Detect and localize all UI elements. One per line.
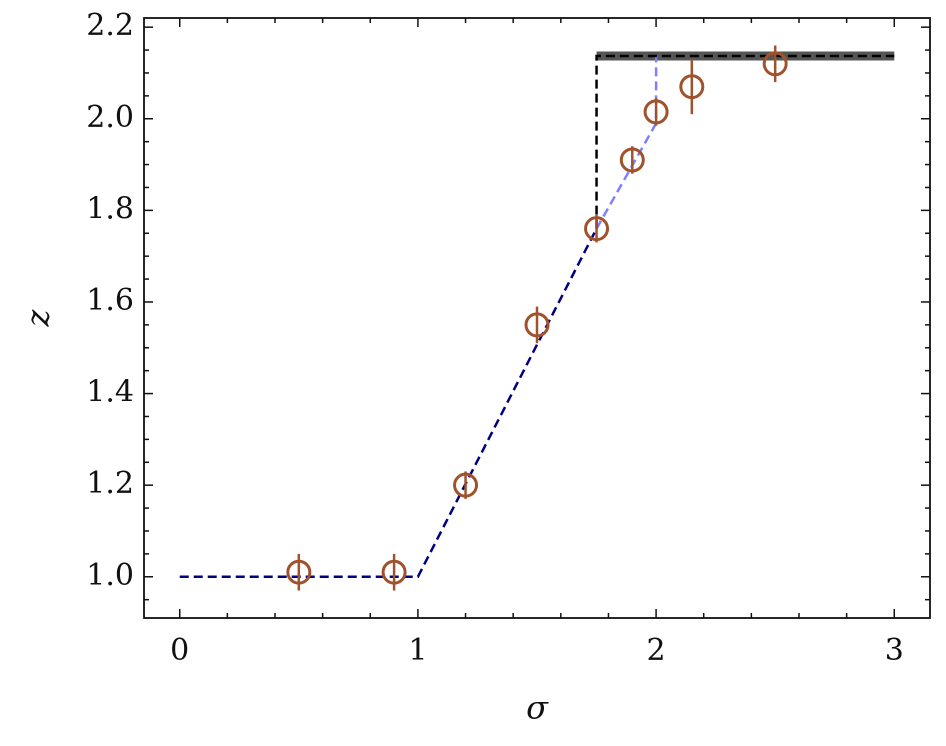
y-tick-label: 2.2 — [86, 8, 134, 43]
y-tick-label: 2.0 — [86, 100, 134, 135]
data-point — [619, 147, 645, 173]
data-point — [453, 472, 479, 498]
data-point — [524, 312, 550, 338]
y-axis-label: z — [19, 308, 57, 327]
data-point — [584, 216, 610, 242]
y-tick-label: 1.8 — [86, 191, 134, 226]
data-point — [643, 99, 669, 125]
y-tick-label: 1.4 — [86, 375, 134, 410]
x-tick-label: 1 — [408, 633, 427, 668]
y-tick-label: 1.2 — [86, 466, 134, 501]
x-tick-label: 0 — [170, 633, 189, 668]
y-tick-label: 1.0 — [86, 558, 134, 593]
data-point — [762, 51, 788, 77]
line-series — [595, 54, 895, 229]
x-axis-label: σ — [526, 689, 549, 727]
y-tick-label: 1.6 — [86, 283, 134, 318]
plot-frame — [143, 17, 931, 619]
data-point — [286, 559, 312, 585]
data-point — [381, 559, 407, 585]
line-series — [595, 56, 658, 230]
x-tick-label: 3 — [885, 633, 904, 668]
data-point — [679, 74, 705, 100]
x-tick-label: 2 — [647, 633, 666, 668]
line-series — [179, 228, 598, 579]
